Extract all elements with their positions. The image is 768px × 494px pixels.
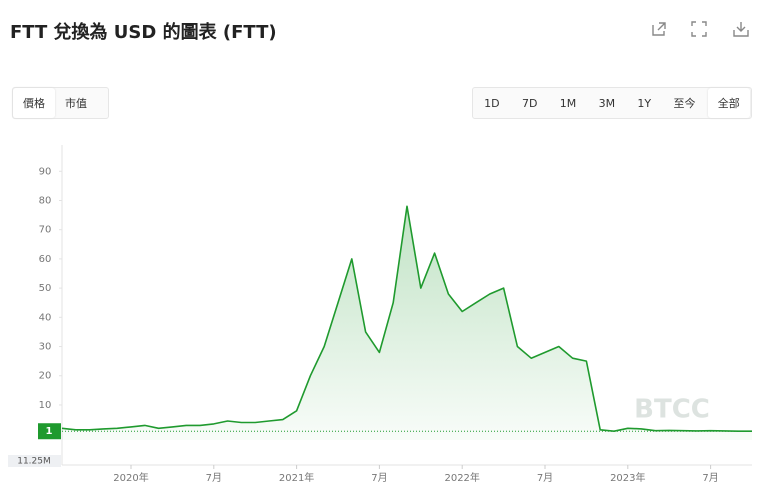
y-tick-label: 80 bbox=[39, 195, 52, 206]
tab[interactable]: 市值 bbox=[65, 97, 87, 110]
x-tick-label: 7月 bbox=[206, 472, 222, 484]
range-button[interactable]: 3M bbox=[598, 96, 616, 110]
x-tick-label: 2020年 bbox=[113, 471, 148, 484]
volume-label: 11.25M bbox=[17, 457, 51, 467]
last-price-box bbox=[38, 423, 61, 440]
tab-group: 價格 市值 bbox=[12, 87, 109, 119]
y-tick-label: 90 bbox=[39, 166, 52, 177]
share-icon[interactable] bbox=[650, 20, 668, 38]
x-tick-label: 2022年 bbox=[444, 471, 479, 484]
watermark: BTCC bbox=[634, 395, 710, 425]
range-button[interactable]: 7D bbox=[521, 96, 538, 110]
fullscreen-icon[interactable] bbox=[690, 20, 708, 38]
range-button[interactable]: 至今 bbox=[673, 97, 696, 110]
range-button[interactable]: 1Y bbox=[637, 96, 652, 110]
x-tick-label: 2023年 bbox=[610, 471, 645, 484]
volume-label-box bbox=[8, 455, 61, 467]
x-tick-label: 7月 bbox=[537, 472, 553, 484]
range-button[interactable]: 1D bbox=[484, 96, 500, 110]
page-title: FTT 兌換為 USD 的圖表 (FTT) bbox=[10, 22, 277, 43]
y-tick-label: 70 bbox=[39, 225, 52, 236]
price-line bbox=[61, 205, 752, 432]
y-tick-label: 10 bbox=[39, 400, 52, 411]
range-button[interactable]: 1M bbox=[559, 96, 577, 110]
y-tick-label: 50 bbox=[39, 283, 52, 294]
last-price-label: 1 bbox=[46, 426, 53, 437]
y-tick-label: 20 bbox=[39, 371, 52, 382]
y-tick-label: 60 bbox=[39, 254, 52, 265]
x-tick-label: 2021年 bbox=[279, 471, 314, 484]
tab[interactable]: 價格 bbox=[13, 88, 55, 118]
range-button[interactable]: 全部 bbox=[707, 88, 750, 118]
area bbox=[62, 206, 752, 440]
download-icon[interactable] bbox=[732, 20, 750, 38]
x-tick-label: 7月 bbox=[371, 472, 387, 484]
y-tick-label: 40 bbox=[39, 312, 52, 323]
x-tick-label: 7月 bbox=[702, 472, 718, 484]
y-tick-label: 30 bbox=[39, 342, 52, 353]
range-group: 1D 7D 1M 3M 1Y 至今 全部 bbox=[472, 87, 752, 119]
